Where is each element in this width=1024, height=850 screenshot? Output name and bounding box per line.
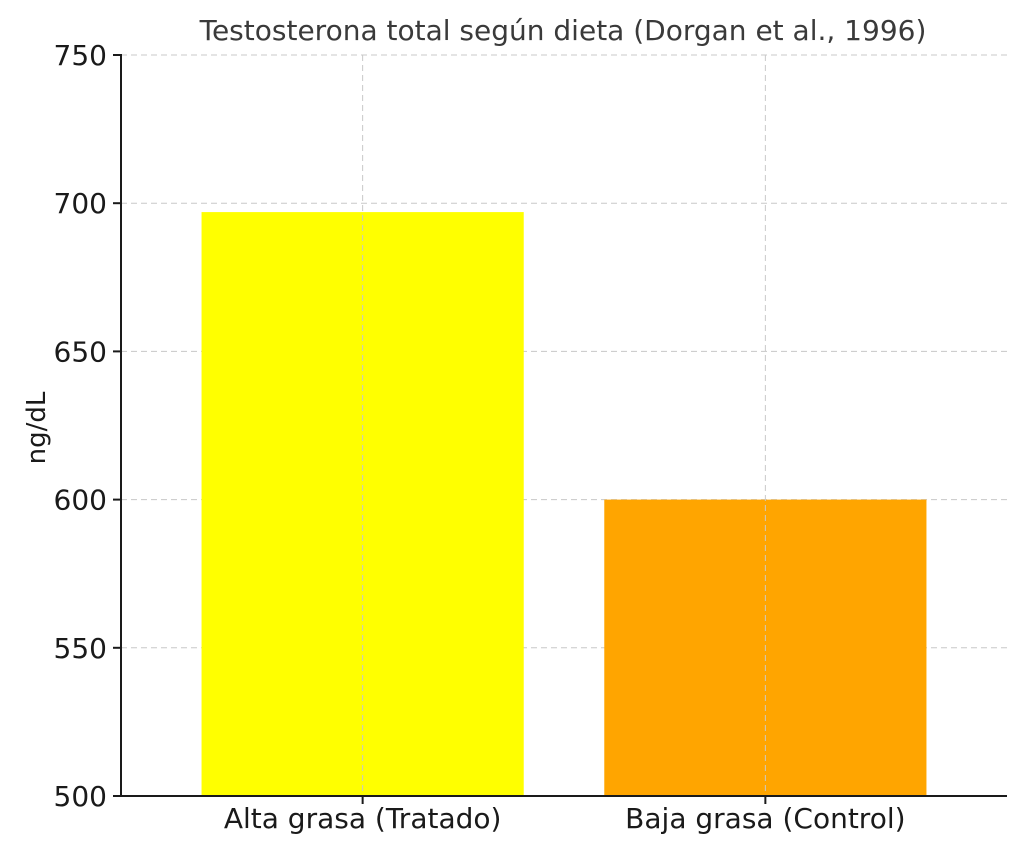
bars [201,212,927,797]
y-tick-label: 500 [54,780,107,813]
y-tick-label: 700 [54,187,107,220]
x-tick-label: Baja grasa (Control) [625,802,905,835]
y-tick-label: 750 [54,39,107,72]
y-axis-label: ng/dL [22,391,52,464]
x-tick-label: Alta grasa (Tratado) [224,802,502,835]
y-tick-label: 550 [54,632,107,665]
x-grid-lines [362,55,766,796]
y-axis-ticks: 500 550 600 650 700 750 [54,39,121,813]
chart-title: Testosterona total según dieta (Dorgan e… [199,14,927,47]
x-axis-ticks: Alta grasa (Tratado) Baja grasa (Control) [224,796,906,835]
y-tick-label: 600 [54,484,107,517]
y-tick-label: 650 [54,335,107,368]
